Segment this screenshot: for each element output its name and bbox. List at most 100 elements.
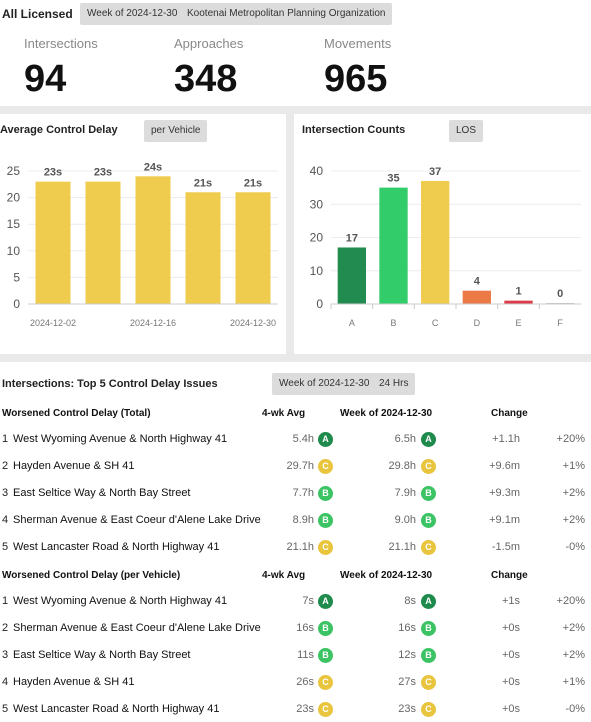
- row-rank: 2: [2, 460, 9, 472]
- bar: [185, 192, 221, 304]
- week-value: 21.1h: [388, 541, 416, 553]
- intersection-name[interactable]: Hayden Avenue & SH 41: [13, 676, 135, 688]
- change-value: +9.3m: [489, 487, 520, 499]
- los-grade-badge: C: [318, 540, 333, 555]
- table-row[interactable]: 5 West Lancaster Road & North Highway 41 2…: [0, 696, 591, 722]
- los-pill[interactable]: LOS: [449, 120, 484, 142]
- change-column-header[interactable]: Change: [491, 408, 528, 419]
- table-row[interactable]: 2 Hayden Avenue & SH 41 29.7h C 29.8h C +9.6m +…: [0, 453, 591, 480]
- bar-value-label: 17: [346, 232, 358, 244]
- row-rank: 4: [2, 676, 9, 688]
- x-tick-label: F: [557, 318, 563, 328]
- organization-filter-pill[interactable]: Kootenai Metropolitan Planning Organizat…: [180, 3, 393, 25]
- change-value: +0s: [501, 622, 520, 634]
- table-row[interactable]: 4 Hayden Avenue & SH 41 26s C 27s C +0s +1%: [0, 669, 591, 696]
- change-percent: +2%: [562, 649, 585, 661]
- bar: [235, 192, 271, 304]
- los-grade-badge: C: [421, 675, 436, 690]
- four-week-avg-value: 23s: [296, 703, 314, 715]
- table-row[interactable]: 1 West Wyoming Avenue & North Highway 41 7…: [0, 588, 591, 615]
- approaches-count: 348: [174, 58, 238, 100]
- los-grade-badge: B: [421, 513, 436, 528]
- table-row[interactable]: 4 Sherman Avenue & East Coeur d'Alene Lak…: [0, 507, 591, 534]
- change-percent: +1%: [562, 676, 585, 688]
- table-range-pill[interactable]: 24 Hrs: [372, 373, 416, 395]
- change-percent: +2%: [562, 514, 585, 526]
- table-week-pill[interactable]: Week of 2024-12-30: [272, 373, 377, 395]
- four-week-avg-value: 7s: [302, 595, 314, 607]
- four-week-avg-value: 7.7h: [292, 487, 314, 499]
- week-filter-pill[interactable]: Week of 2024-12-30: [80, 3, 185, 25]
- week-value: 27s: [398, 676, 416, 688]
- per-vehicle-pill[interactable]: per Vehicle: [144, 120, 208, 142]
- week-value: 9.0h: [394, 514, 416, 526]
- row-rank: 2: [2, 622, 9, 634]
- change-value: +9.1m: [489, 514, 520, 526]
- los-grade-badge: B: [318, 513, 333, 528]
- bar: [135, 176, 171, 304]
- week-column-header[interactable]: Week of 2024-12-30: [340, 570, 433, 581]
- bar-value-label: 1: [515, 286, 521, 298]
- change-value: +1s: [501, 595, 520, 607]
- los-grade-badge: C: [421, 702, 436, 717]
- change-value: +0s: [501, 649, 520, 661]
- intersection-name[interactable]: Sherman Avenue & East Coeur d'Alene Lake…: [13, 622, 261, 634]
- summary-header: All Licensed Week of 2024-12-30 Kootenai…: [0, 0, 591, 106]
- week-column-header[interactable]: Week of 2024-12-30: [340, 408, 433, 419]
- change-column-header[interactable]: Change: [491, 570, 528, 581]
- intersection-name[interactable]: East Seltice Way & North Bay Street: [13, 487, 191, 499]
- bar-value-label: 24s: [144, 161, 162, 173]
- intersection-name[interactable]: West Lancaster Road & North Highway 41: [13, 703, 220, 715]
- four-week-avg-value: 29.7h: [286, 460, 314, 472]
- avg-column-header[interactable]: 4-wk Avg: [262, 408, 306, 419]
- bar: [85, 181, 121, 304]
- table-row[interactable]: 3 East Seltice Way & North Bay Street 7.7h…: [0, 480, 591, 507]
- change-percent: +20%: [556, 595, 585, 607]
- four-week-avg-value: 26s: [296, 676, 314, 688]
- los-grade-badge: A: [318, 594, 333, 609]
- change-percent: +2%: [562, 622, 585, 634]
- row-rank: 3: [2, 487, 9, 499]
- delay-bar-chart: 0 5 10 15 20 25 23s 2024-12-02 23s 24s 2024-12-16 2…: [7, 161, 278, 328]
- change-percent: +20%: [556, 433, 585, 445]
- four-week-avg-value: 21.1h: [286, 541, 314, 553]
- x-tick-label: 2024-12-02: [30, 318, 76, 328]
- avg-column-header[interactable]: 4-wk Avg: [262, 570, 306, 581]
- los-grade-badge: C: [421, 540, 436, 555]
- row-rank: 5: [2, 703, 9, 715]
- los-grade-badge: B: [421, 648, 436, 663]
- row-rank: 1: [2, 433, 9, 445]
- table-row[interactable]: 5 West Lancaster Road & North Highway 41 2…: [0, 534, 591, 561]
- los-grade-badge: B: [421, 621, 436, 636]
- table-row[interactable]: 2 Sherman Avenue & East Coeur d'Alene Lak…: [0, 615, 591, 642]
- delay-chart-title: Average Control Delay: [0, 124, 118, 136]
- bar: [35, 181, 71, 304]
- y-tick-label: 40: [310, 164, 324, 178]
- los-grade-badge: C: [318, 702, 333, 717]
- bar: [421, 180, 450, 304]
- intersection-name[interactable]: West Wyoming Avenue & North Highway 41: [13, 595, 228, 607]
- week-value: 23s: [398, 703, 416, 715]
- change-percent: -0%: [565, 541, 585, 553]
- x-tick-label: D: [474, 318, 481, 328]
- y-tick-label: 10: [7, 244, 21, 258]
- y-tick-label: 0: [13, 297, 20, 311]
- y-tick-label: 25: [7, 164, 21, 178]
- week-value: 16s: [398, 622, 416, 634]
- los-grade-badge: C: [318, 459, 333, 474]
- table-row[interactable]: 3 East Seltice Way & North Bay Street 11s B…: [0, 642, 591, 669]
- intersection-name[interactable]: East Seltice Way & North Bay Street: [13, 649, 191, 661]
- x-tick-label: 2024-12-30: [230, 318, 276, 328]
- intersection-name[interactable]: Sherman Avenue & East Coeur d'Alene Lake…: [13, 514, 261, 526]
- bar: [337, 247, 366, 304]
- change-percent: +2%: [562, 487, 585, 499]
- y-tick-label: 15: [7, 217, 21, 231]
- intersection-name[interactable]: Hayden Avenue & SH 41: [13, 460, 135, 472]
- los-grade-badge: B: [318, 486, 333, 501]
- row-rank: 1: [2, 595, 9, 607]
- change-value: -1.5m: [491, 541, 520, 553]
- intersection-name[interactable]: West Wyoming Avenue & North Highway 41: [13, 433, 228, 445]
- table-row[interactable]: 1 West Wyoming Avenue & North Highway 41 5…: [0, 426, 591, 453]
- intersection-name[interactable]: West Lancaster Road & North Highway 41: [13, 541, 220, 553]
- intersections-count: 94: [24, 58, 67, 100]
